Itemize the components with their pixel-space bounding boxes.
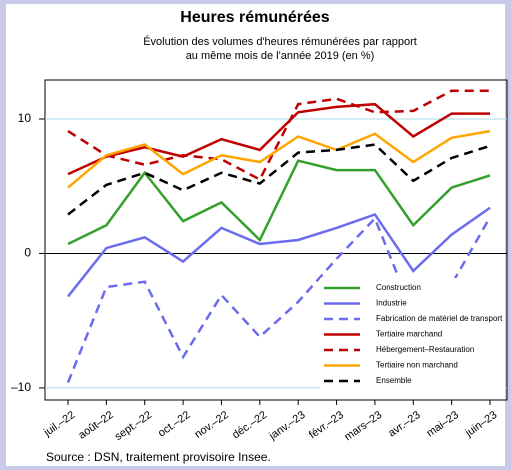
y-tick-label: 10 [18, 111, 32, 125]
series-line [67, 89, 490, 182]
series-line [67, 159, 491, 246]
series-line [67, 129, 491, 189]
chart-title: Heures rémunérées [180, 9, 330, 26]
legend-label: Construction [376, 283, 421, 292]
y-tick-label: 0 [24, 246, 31, 260]
subtitle: Évolution des volumes d'heures rémunérée… [143, 35, 417, 48]
series-line [67, 206, 491, 298]
legend-label: Hébergement–Restauration [376, 345, 474, 354]
legend-label: Tertiaire marchand [376, 330, 442, 339]
legend-label: Ensemble [376, 376, 412, 385]
legend-label: Tertiaire non marchand [376, 361, 458, 370]
series-line [67, 143, 491, 216]
y-tick-label: –10 [11, 380, 31, 394]
plot-frame [44, 79, 508, 401]
series-line [67, 102, 490, 176]
legend-label: Industrie [376, 299, 407, 308]
source: Source : DSN, traitement provisoire Inse… [46, 450, 271, 464]
legend-label: Fabrication de matériel de transport [376, 314, 503, 323]
subtitle: au même mois de l'année 2019 (en %) [186, 50, 375, 62]
